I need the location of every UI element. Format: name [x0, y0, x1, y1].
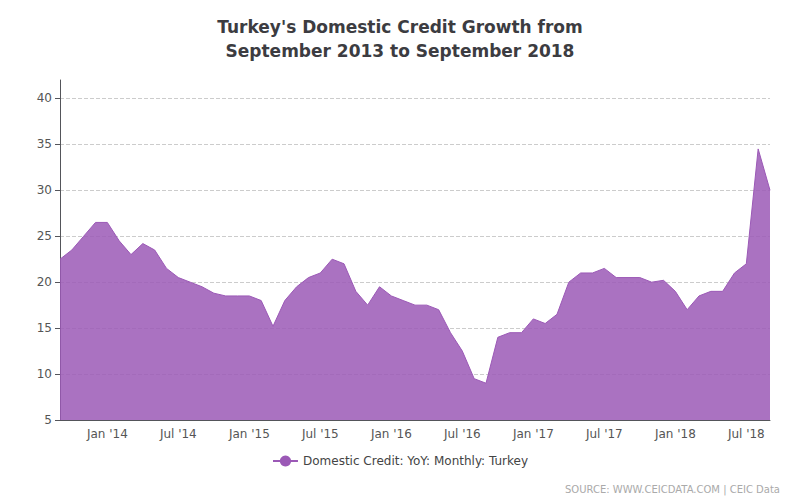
svg-text:20: 20	[37, 275, 52, 289]
svg-text:Jul '15: Jul '15	[301, 427, 339, 441]
svg-text:35: 35	[37, 137, 52, 151]
svg-text:September 2013 to September 20: September 2013 to September 2018	[226, 41, 575, 61]
svg-text:Jan '18: Jan '18	[654, 427, 696, 441]
svg-text:Domestic Credit: YoY: Monthly:: Domestic Credit: YoY: Monthly: Turkey	[303, 454, 528, 468]
svg-text:Jul '17: Jul '17	[585, 427, 623, 441]
svg-text:Jan '14: Jan '14	[86, 427, 128, 441]
svg-text:40: 40	[37, 91, 52, 105]
svg-text:SOURCE: WWW.CEICDATA.COM | CEI: SOURCE: WWW.CEICDATA.COM | CEIC Data	[565, 484, 780, 496]
svg-text:25: 25	[37, 229, 52, 243]
svg-text:Jan '15: Jan '15	[228, 427, 270, 441]
svg-text:30: 30	[37, 183, 52, 197]
svg-text:Jul '18: Jul '18	[727, 427, 765, 441]
svg-text:5: 5	[44, 413, 52, 427]
svg-text:Jul '16: Jul '16	[443, 427, 481, 441]
svg-text:15: 15	[37, 321, 52, 335]
svg-text:Jul '14: Jul '14	[159, 427, 197, 441]
svg-text:Jan '17: Jan '17	[512, 427, 554, 441]
svg-text:Jan '16: Jan '16	[370, 427, 412, 441]
svg-text:Turkey's Domestic Credit Growt: Turkey's Domestic Credit Growth from	[217, 17, 583, 37]
svg-text:10: 10	[37, 367, 52, 381]
